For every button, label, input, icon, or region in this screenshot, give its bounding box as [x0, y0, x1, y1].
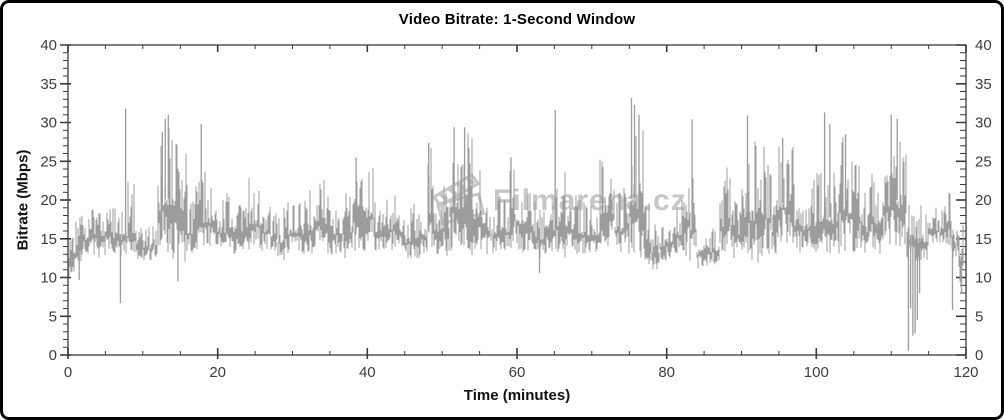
svg-text:10: 10 [40, 270, 57, 287]
svg-text:5: 5 [975, 308, 983, 325]
x-axis-tick-labels: 0 20 40 60 80 100 120 [64, 364, 979, 381]
svg-text:5: 5 [49, 308, 57, 325]
y-axis-tick-labels: 0 0 5 5 10 10 15 15 20 20 25 25 30 30 35 35 40 40 [40, 37, 991, 364]
svg-text:15: 15 [40, 231, 57, 248]
x-axis-ticks [67, 45, 967, 359]
svg-text:20: 20 [975, 192, 992, 209]
svg-text:15: 15 [975, 231, 992, 248]
svg-text:10: 10 [975, 270, 992, 287]
svg-text:30: 30 [40, 115, 57, 132]
svg-text:40: 40 [40, 37, 57, 54]
svg-text:20: 20 [209, 364, 226, 381]
svg-text:40: 40 [359, 364, 376, 381]
svg-text:80: 80 [658, 364, 675, 381]
svg-text:100: 100 [804, 364, 829, 381]
y-axis-ticks [60, 44, 966, 356]
svg-text:25: 25 [975, 153, 992, 170]
svg-text:0: 0 [975, 347, 983, 364]
svg-text:35: 35 [40, 76, 57, 93]
chart-title: Video Bitrate: 1-Second Window [398, 11, 636, 28]
bitrate-extremes [78, 97, 963, 352]
x-axis-label: Time (minutes) [463, 387, 571, 404]
svg-text:40: 40 [975, 37, 992, 54]
svg-text:30: 30 [975, 115, 992, 132]
svg-text:0: 0 [49, 347, 57, 364]
svg-text:60: 60 [509, 364, 526, 381]
bitrate-waveform [68, 127, 964, 286]
svg-text:25: 25 [40, 153, 57, 170]
svg-text:35: 35 [975, 76, 992, 93]
watermark-text: Filmarena.cz [493, 183, 687, 217]
svg-text:20: 20 [40, 192, 57, 209]
svg-text:120: 120 [953, 364, 978, 381]
svg-text:0: 0 [64, 364, 72, 381]
